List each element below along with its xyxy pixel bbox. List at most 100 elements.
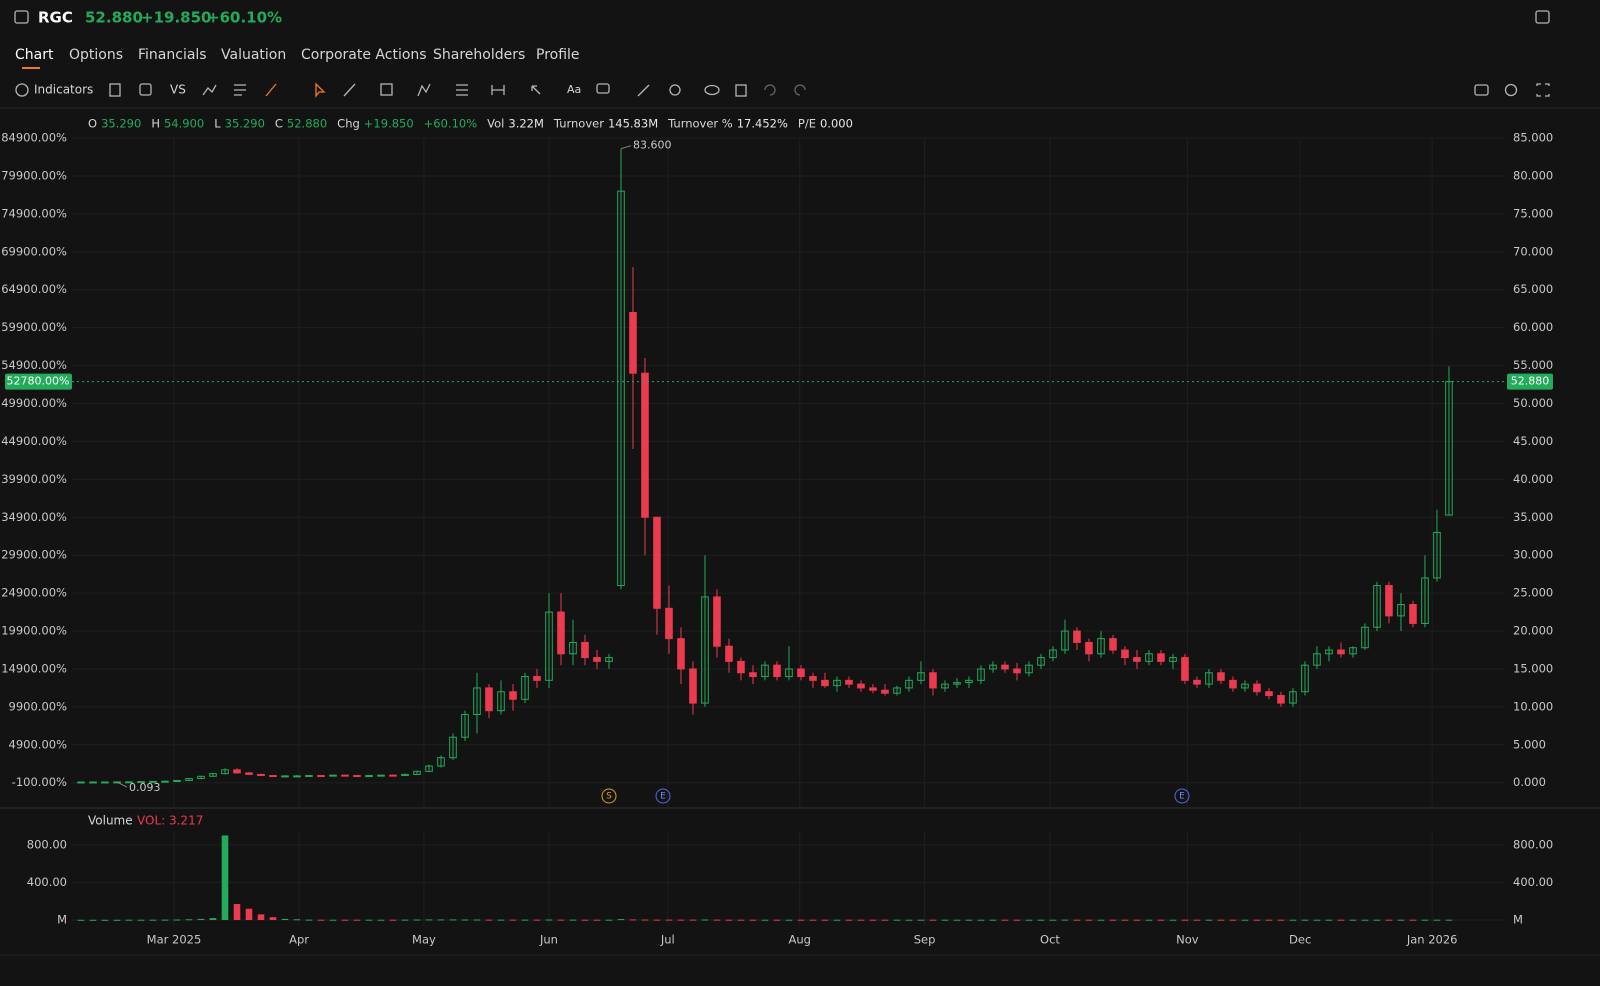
event-marker[interactable] [601, 788, 617, 804]
indicators-button[interactable]: Indicators [34, 83, 93, 97]
screenshot[interactable] [1474, 84, 1489, 96]
volume-bar [797, 919, 805, 921]
volume-bar [773, 919, 781, 921]
indicators-icon[interactable] [15, 83, 29, 97]
volume-bar [449, 919, 457, 921]
volume-bar [557, 919, 565, 921]
y-tick-label: 15.000 [1513, 661, 1553, 675]
candle-body [377, 774, 385, 777]
candle-body [869, 687, 877, 691]
tab[interactable]: Chart [15, 47, 54, 63]
y-tick-label-left: 19900.00% [1, 624, 67, 638]
settings[interactable] [1504, 83, 1518, 97]
line-tool[interactable] [343, 83, 356, 97]
tab[interactable]: Valuation [221, 47, 286, 63]
marks [72, 148, 1505, 921]
volume-bar [725, 919, 733, 921]
y-tick-label-left: 64900.00% [1, 282, 67, 296]
y-tick-label: 5.000 [1513, 737, 1546, 751]
y-tick-label: 55.000 [1513, 358, 1553, 372]
candle-body [905, 679, 913, 689]
x-tick-label: Jul [660, 933, 675, 947]
shape-tool[interactable] [380, 83, 393, 96]
volume-bar [425, 919, 433, 921]
volume-bar [989, 919, 997, 921]
candle-body [1073, 630, 1081, 643]
fib-tool[interactable] [456, 84, 468, 96]
candle-body [593, 657, 601, 662]
volume-bar [941, 919, 949, 921]
candle-body [365, 775, 373, 778]
candle-body [653, 516, 661, 609]
sidebar-icon[interactable] [14, 10, 29, 24]
event-label: E [660, 792, 666, 802]
candle-body [1061, 630, 1069, 651]
candle-body [737, 660, 745, 674]
layout-icon[interactable] [139, 83, 152, 96]
volume-bar [689, 919, 697, 921]
tab[interactable]: Financials [138, 47, 207, 63]
candle-body [749, 672, 757, 678]
candle-body [473, 687, 481, 715]
volume-bar [1313, 919, 1321, 921]
candle-body [1433, 531, 1441, 579]
y-tick-label: 30.000 [1513, 548, 1553, 562]
candle-type-icon[interactable] [109, 83, 121, 97]
template-icon[interactable] [234, 84, 246, 96]
candle-body [629, 312, 637, 374]
event-marker[interactable] [1174, 788, 1190, 804]
change-pct: +60.10% [207, 9, 282, 27]
volume-bar [593, 919, 601, 921]
info-label: P/E [798, 117, 816, 131]
candle-body [1049, 649, 1057, 659]
volume-bar [1121, 919, 1129, 921]
active-tab-underline [22, 67, 40, 69]
measure-tool[interactable] [491, 85, 505, 95]
candle-body [1025, 664, 1033, 674]
volume-bar [281, 918, 289, 920]
event-marker[interactable] [655, 788, 671, 804]
volume-bar [1253, 919, 1261, 921]
redo[interactable] [794, 84, 806, 96]
candle-body [125, 781, 133, 784]
volume-bar [497, 919, 505, 921]
comment-tool[interactable] [596, 83, 610, 94]
tab[interactable]: Profile [536, 47, 580, 63]
y-tick-label-left: 69900.00% [1, 244, 67, 258]
tab[interactable]: Corporate Actions [301, 47, 427, 63]
brush-tool[interactable] [637, 84, 650, 97]
cursor-icon[interactable] [315, 82, 326, 98]
event-label: E [1179, 792, 1185, 802]
candle-body [1013, 668, 1021, 674]
y-tick-label: 25.000 [1513, 586, 1553, 600]
tab[interactable]: Shareholders [433, 47, 525, 63]
info-label: Vol [487, 117, 504, 131]
draw-icon[interactable] [265, 83, 277, 97]
volume-tick-label: 800.00 [27, 837, 67, 851]
visibility-tool[interactable] [704, 84, 720, 96]
candle-body [1133, 657, 1141, 662]
magnet-tool[interactable] [669, 84, 681, 96]
volume-tick-label: 800.00 [1513, 837, 1553, 851]
arrow-tool[interactable] [531, 85, 541, 95]
volume-bar [1109, 919, 1117, 921]
compare-button[interactable]: VS [170, 83, 186, 97]
text-tool[interactable]: Aa [567, 83, 581, 96]
candle-body [413, 770, 421, 775]
chart-type-icon[interactable] [202, 84, 217, 96]
collapse-icon[interactable] [1535, 10, 1550, 24]
candle-body [137, 781, 145, 784]
volume-bar [113, 919, 121, 921]
pattern-tool[interactable] [417, 83, 431, 97]
candle-body [761, 664, 769, 678]
undo[interactable] [764, 84, 776, 96]
info-value: 35.290 [225, 117, 265, 131]
candle-body [257, 773, 265, 777]
volume-bar [353, 919, 361, 921]
delete-tool[interactable] [735, 84, 747, 97]
volume-bar [761, 919, 769, 921]
fullscreen[interactable] [1536, 83, 1550, 97]
info-value: 35.290 [101, 117, 141, 131]
tab[interactable]: Options [69, 47, 123, 63]
volume-bar [893, 919, 901, 921]
